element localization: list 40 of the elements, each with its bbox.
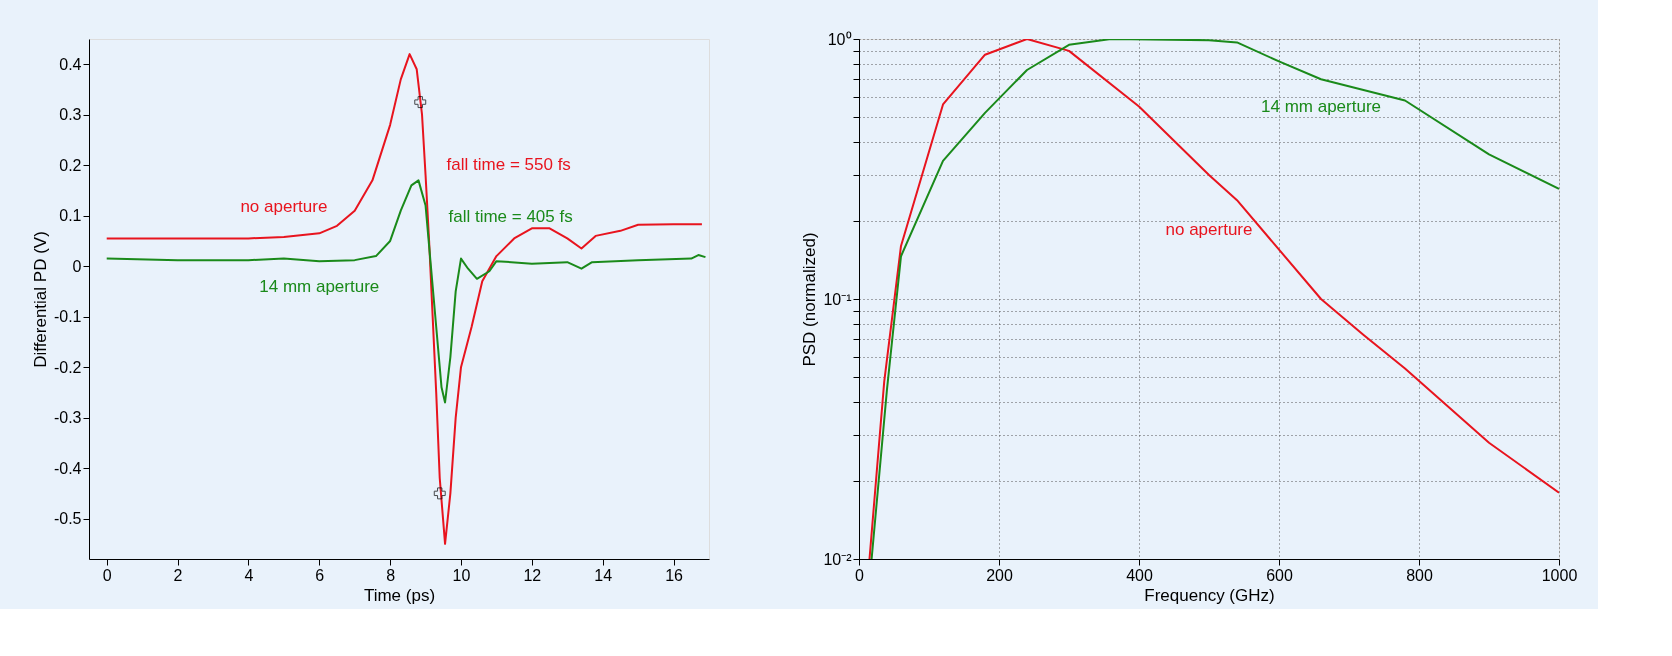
x-axis-title: Frequency (GHz) [1144,585,1275,605]
y-tick-label: 0.2 [59,156,82,174]
x-tick-label: 600 [1266,566,1293,584]
x-tick-label: 6 [315,566,325,584]
y-tick-label: -0.5 [53,510,82,528]
y-tick-label: 0 [72,257,82,275]
y-axis-title: PSD (normalized) [800,232,820,367]
y-tick-label: 0.3 [59,106,82,124]
series-label: no aperture [1165,219,1253,239]
x-tick-label: 200 [986,566,1013,584]
line-series [105,179,707,404]
x-tick-label: 12 [523,566,542,584]
x-tick-label: 0 [102,566,112,584]
y-axis-title: Differential PD (V) [30,231,50,368]
x-tick-label: 2 [173,566,183,584]
x-tick-label: 8 [386,566,396,584]
x-tick-label: 10 [452,566,471,584]
y-tick-label: -0.2 [53,358,82,376]
x-tick-label: 4 [244,566,254,584]
x-tick-label: 400 [1126,566,1153,584]
y-tick-label: 0.4 [59,55,82,73]
line-series [105,53,703,545]
x-axis-title: Time (ps) [363,585,436,605]
x-tick-label: 800 [1406,566,1433,584]
x-tick-label: 16 [665,566,684,584]
y-tick-label: 10⁰ [827,30,852,48]
x-tick-label: 0 [855,566,865,584]
series-label: 14 mm aperture [1261,97,1381,117]
y-tick-label: 0.1 [59,207,82,225]
y-tick-label: -0.3 [53,409,82,427]
x-tick-label: 1000 [1541,566,1578,584]
annotation: fall time = 405 fs [448,207,573,227]
annotation: fall time = 550 fs [446,155,571,175]
y-tick-label: -0.1 [53,308,82,326]
y-tick-label: 10⁻² [823,550,853,568]
series-label: no aperture [240,196,328,216]
series-label: 14 mm aperture [259,277,380,297]
y-tick-label: 10⁻¹ [823,290,852,308]
y-tick-label: -0.4 [53,459,82,477]
x-tick-label: 14 [594,566,613,584]
